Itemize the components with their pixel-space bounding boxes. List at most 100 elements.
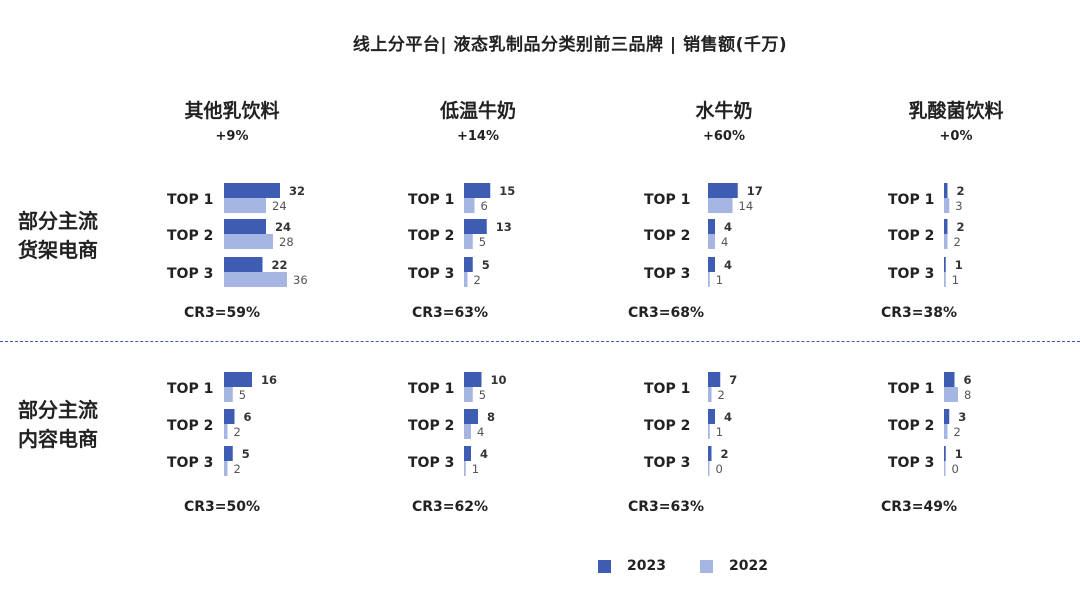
value-label-2022: 2 [234,462,241,476]
value-label-2023: 17 [747,184,763,198]
bar-2022 [944,387,958,402]
value-label-2023: 2 [957,220,965,234]
value-label-2022: 2 [718,388,725,402]
bar-2022 [708,198,733,213]
section-divider [0,341,1080,342]
cr3-label: CR3=63% [627,499,705,515]
bar-2022 [708,387,712,402]
category-header-lactobacillus-drinks: 乳酸菌饮料 +0% [856,96,1056,144]
value-label-2022: 14 [739,199,754,213]
bar-2022 [224,198,266,213]
value-label-2022: 2 [234,425,241,439]
value-label-2023: 8 [487,410,495,424]
bar-2022 [464,272,468,287]
value-label-2023: 15 [499,184,515,198]
value-label-2023: 4 [724,258,732,272]
value-label-2022: 36 [293,273,308,287]
value-label-2022: 4 [721,235,728,249]
rank-label: TOP 3 [644,266,690,282]
bar-2023 [464,219,487,234]
bar-2023 [464,257,473,272]
legend-item-2022: 2022 [700,556,768,576]
value-label-2023: 4 [724,220,732,234]
bar-2022 [708,461,710,476]
bar-2023 [224,372,252,387]
category-header-buffalo-milk: 水牛奶 +60% [624,96,824,144]
rank-label: TOP 2 [888,418,934,434]
bar-2023 [708,183,738,198]
bar-2023 [708,446,712,461]
bar-2023 [944,372,955,387]
legend-label: 2023 [627,558,666,574]
bar-2023 [224,183,280,198]
bar-2023 [944,219,948,234]
value-label-2023: 7 [729,373,737,387]
rank-label: TOP 2 [167,418,213,434]
rank-label: TOP 3 [888,455,934,471]
value-label-2023: 6 [964,373,972,387]
rank-label: TOP 1 [167,381,213,397]
bar-2022 [944,234,948,249]
category-growth: +60% [702,129,745,144]
value-label-2023: 2 [957,184,965,198]
value-label-2022: 2 [954,235,961,249]
legend-swatch-2022 [700,559,713,573]
bar-2023 [708,257,715,272]
rank-label: TOP 2 [644,418,690,434]
value-label-2022: 28 [279,235,294,249]
value-label-2023: 22 [272,258,288,272]
bar-2022 [944,424,948,439]
rank-label: TOP 2 [167,228,213,244]
category-header-chilled-milk: 低温牛奶 +14% [378,96,578,144]
rank-label: TOP 1 [408,381,454,397]
value-label-2023: 4 [724,410,732,424]
bar-2022 [944,461,946,476]
value-label-2022: 0 [952,462,959,476]
category-name: 乳酸菌饮料 [908,100,1004,122]
value-label-2022: 4 [477,425,484,439]
value-label-2022: 5 [479,235,486,249]
value-label-2023: 3 [958,410,966,424]
bar-2022 [464,461,466,476]
bar-2023 [464,183,491,198]
legend-item-2023: 2023 [598,556,666,576]
bar-2023 [224,257,263,272]
bar-2022 [464,198,475,213]
value-label-2023: 2 [721,447,729,461]
section-label-line: 部分主流 [18,209,98,233]
rank-label: TOP 1 [408,192,454,208]
value-label-2023: 5 [482,258,490,272]
cr3-label: CR3=63% [411,305,489,321]
rank-label: TOP 1 [888,381,934,397]
value-label-2023: 10 [491,373,507,387]
cr3-label: CR3=50% [183,499,261,515]
bar-2023 [944,446,946,461]
cr3-label: CR3=59% [183,305,261,321]
rank-label: TOP 2 [408,228,454,244]
bar-2023 [944,257,946,272]
value-label-2022: 0 [716,462,723,476]
bar-2023 [464,409,478,424]
bar-2023 [464,372,482,387]
category-growth: +14% [456,129,499,144]
bar-2022 [224,461,228,476]
value-label-2023: 4 [480,447,488,461]
value-label-2022: 1 [716,425,723,439]
rank-label: TOP 1 [644,192,690,208]
category-name: 水牛奶 [695,100,753,122]
rank-label: TOP 3 [167,266,213,282]
category-header-other-dairy-drinks: 其他乳饮料 +9% [132,96,332,144]
rank-label: TOP 1 [644,381,690,397]
value-label-2022: 1 [952,273,959,287]
rank-label: TOP 1 [167,192,213,208]
rank-label: TOP 3 [644,455,690,471]
bar-2023 [464,446,471,461]
rank-label: TOP 3 [167,455,213,471]
value-label-2023: 5 [242,447,250,461]
section-label-shelf-ecommerce: 部分主流 货架电商 [18,207,98,265]
bar-2023 [944,409,950,424]
bar-2022 [708,424,710,439]
value-label-2023: 32 [289,184,305,198]
bar-2022 [224,387,233,402]
